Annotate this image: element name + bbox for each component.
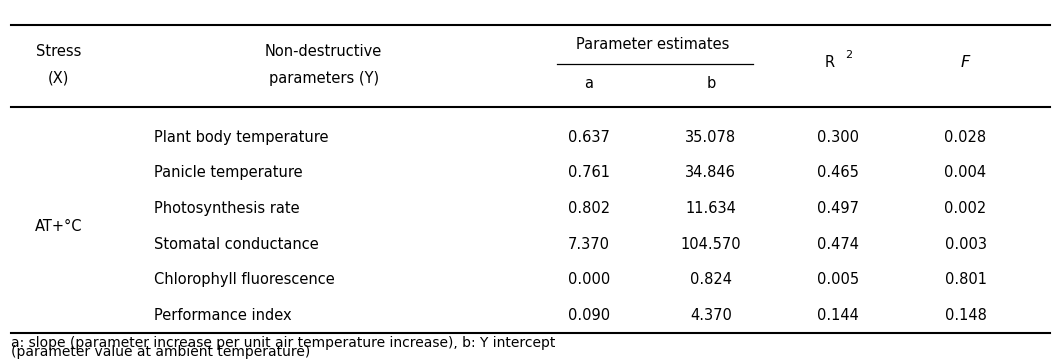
Text: 0.028: 0.028 [944,130,987,145]
Text: $F$: $F$ [960,54,971,70]
Text: 0.465: 0.465 [817,165,859,180]
Text: 34.846: 34.846 [685,165,736,180]
Text: 0.761: 0.761 [568,165,610,180]
Text: 0.148: 0.148 [944,308,987,323]
Text: Photosynthesis rate: Photosynthesis rate [154,201,299,216]
Text: Chlorophyll fluorescence: Chlorophyll fluorescence [154,272,334,287]
Text: parameters (Y): parameters (Y) [268,71,379,86]
Text: Stomatal conductance: Stomatal conductance [154,237,318,252]
Text: b: b [707,76,715,91]
Text: 0.801: 0.801 [944,272,987,287]
Text: 0.824: 0.824 [690,272,732,287]
Text: 0.497: 0.497 [817,201,859,216]
Text: 0.002: 0.002 [944,201,987,216]
Text: 104.570: 104.570 [680,237,742,252]
Text: 0.802: 0.802 [568,201,610,216]
Text: Performance index: Performance index [154,308,292,323]
Text: Parameter estimates: Parameter estimates [576,37,729,52]
Text: 11.634: 11.634 [685,201,736,216]
Text: 35.078: 35.078 [685,130,736,145]
Text: 0.144: 0.144 [817,308,859,323]
Text: 4.370: 4.370 [690,308,732,323]
Text: a: a [585,76,593,91]
Text: 0.000: 0.000 [568,272,610,287]
Text: 0.637: 0.637 [568,130,610,145]
Text: Stress: Stress [36,44,81,59]
Text: 0.090: 0.090 [568,308,610,323]
Text: a: slope (parameter increase per unit air temperature increase), b: Y intercept: a: slope (parameter increase per unit ai… [11,336,555,350]
Text: AT+°C: AT+°C [35,219,82,234]
Text: 0.005: 0.005 [817,272,859,287]
Text: 2: 2 [846,50,852,60]
Text: R: R [824,55,835,70]
Text: Panicle temperature: Panicle temperature [154,165,302,180]
Text: (X): (X) [48,71,69,86]
Text: 0.003: 0.003 [944,237,987,252]
Text: 0.474: 0.474 [817,237,859,252]
Text: Plant body temperature: Plant body temperature [154,130,328,145]
Text: 0.004: 0.004 [944,165,987,180]
Text: 0.300: 0.300 [817,130,859,145]
Text: Non-destructive: Non-destructive [265,44,382,59]
Text: 7.370: 7.370 [568,237,610,252]
Text: (parameter value at ambient temperature): (parameter value at ambient temperature) [11,345,310,359]
